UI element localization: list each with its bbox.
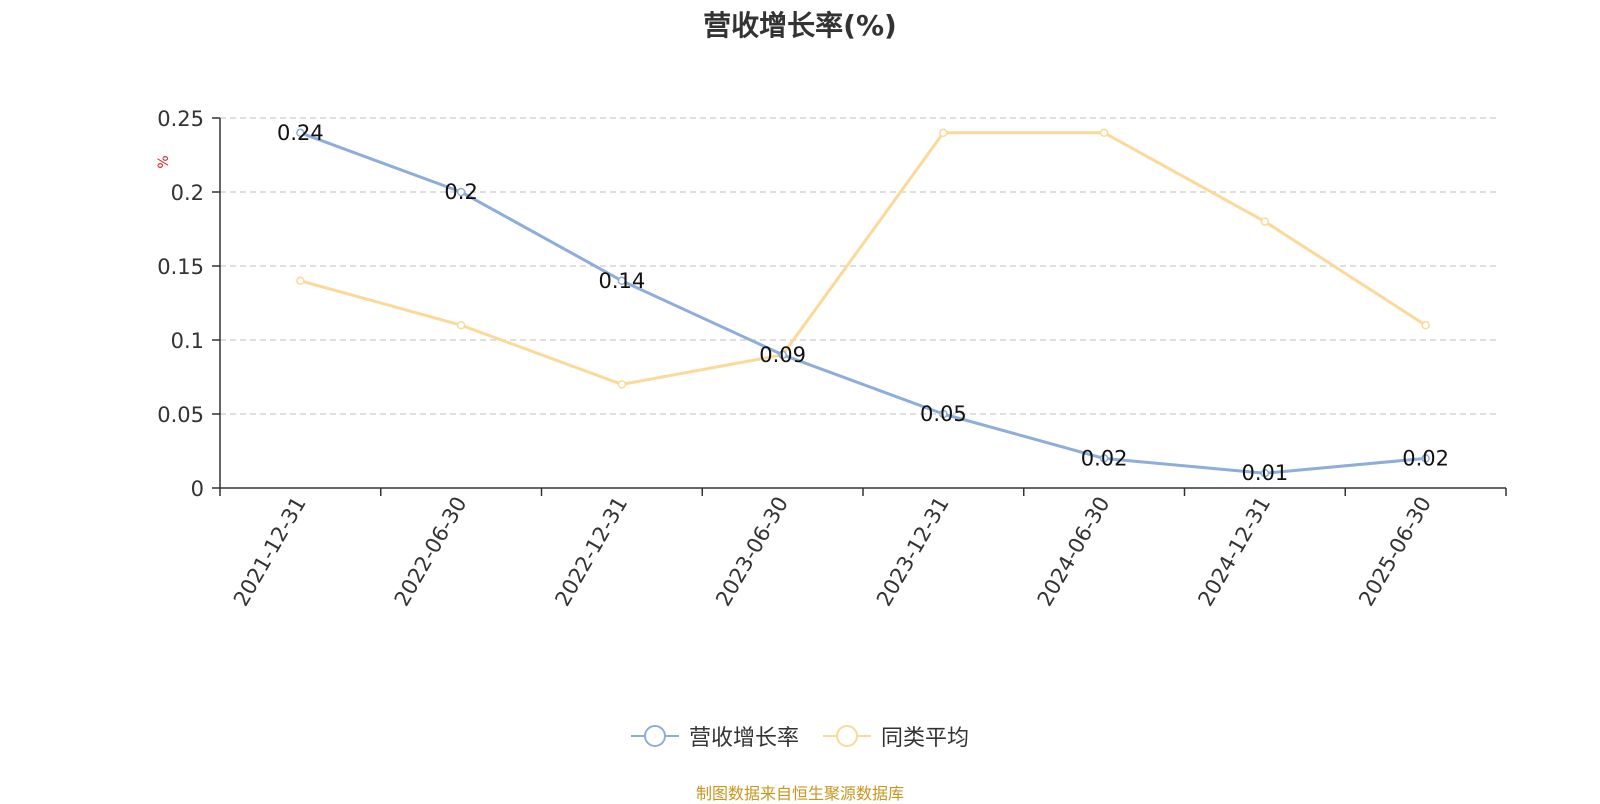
y-tick-label: 0 — [191, 477, 204, 501]
legend-marker-icon — [630, 725, 679, 747]
data-point — [1099, 128, 1109, 138]
y-tick-label: 0.25 — [157, 107, 204, 131]
legend-label: 营收增长率 — [688, 726, 799, 751]
y-tick-label: 0.05 — [157, 403, 204, 427]
y-tick-label: 0.2 — [171, 181, 204, 205]
x-tick-label: 2022-06-30 — [390, 493, 472, 611]
data-point — [939, 409, 948, 419]
data-label: 0.05 — [920, 402, 967, 426]
x-tick-label: 2021-12-31 — [229, 493, 311, 611]
data-point — [1260, 468, 1270, 478]
data-label: 0.01 — [1241, 461, 1288, 485]
data-label: 0.09 — [759, 343, 806, 367]
series-line-0 — [299, 131, 1426, 475]
grid-lines — [220, 117, 1498, 415]
axes: 0 0.05 0.1 0.15 0.2 0.25 2021-12-31 2022-06-30 2… — [157, 107, 1507, 611]
data-point — [1421, 320, 1430, 330]
series — [296, 128, 1430, 478]
data-point — [296, 276, 305, 286]
chart-title: 营收增长率(%) — [703, 9, 897, 42]
legend-item-series-0[interactable]: 营收增长率 — [630, 720, 799, 752]
legend: 营收增长率 同类平均 — [0, 720, 1600, 752]
data-point — [1260, 217, 1270, 226]
source-note: 制图数据来自恒生聚源数据库 — [695, 784, 904, 803]
data-label: 0.02 — [1081, 446, 1128, 470]
series-line-1 — [299, 131, 1427, 386]
data-point — [617, 276, 627, 286]
data-point — [296, 128, 305, 138]
y-axis-label: % — [156, 155, 172, 168]
data-point — [456, 320, 466, 330]
data-point — [939, 128, 948, 138]
legend-label: 同类平均 — [881, 726, 970, 751]
y-tick-label: 0.1 — [171, 329, 204, 353]
data-point — [1099, 454, 1109, 463]
data-label: 0.02 — [1402, 446, 1449, 470]
y-tick-label: 0.15 — [157, 255, 204, 279]
x-tick-label: 2023-12-31 — [872, 493, 954, 611]
legend-item-series-1[interactable]: 同类平均 — [823, 720, 969, 752]
data-point — [456, 187, 466, 197]
data-label: 0.14 — [598, 269, 645, 293]
data-label: 0.24 — [277, 121, 324, 145]
data-point — [617, 380, 627, 389]
x-tick-label: 2022-12-31 — [550, 493, 632, 611]
x-tick-label: 2025-06-30 — [1354, 493, 1436, 611]
data-point — [778, 350, 787, 360]
x-tick-label: 2023-06-30 — [711, 493, 793, 611]
data-labels: 0.24 0.2 0.14 0.09 0.05 0.02 0.01 0.02 — [277, 121, 1449, 485]
data-point — [1421, 454, 1430, 463]
data-label: 0.2 — [444, 180, 477, 204]
x-tick-label: 2024-12-31 — [1193, 493, 1275, 611]
legend-marker-icon — [823, 725, 871, 747]
x-tick-label: 2024-06-30 — [1033, 493, 1115, 611]
